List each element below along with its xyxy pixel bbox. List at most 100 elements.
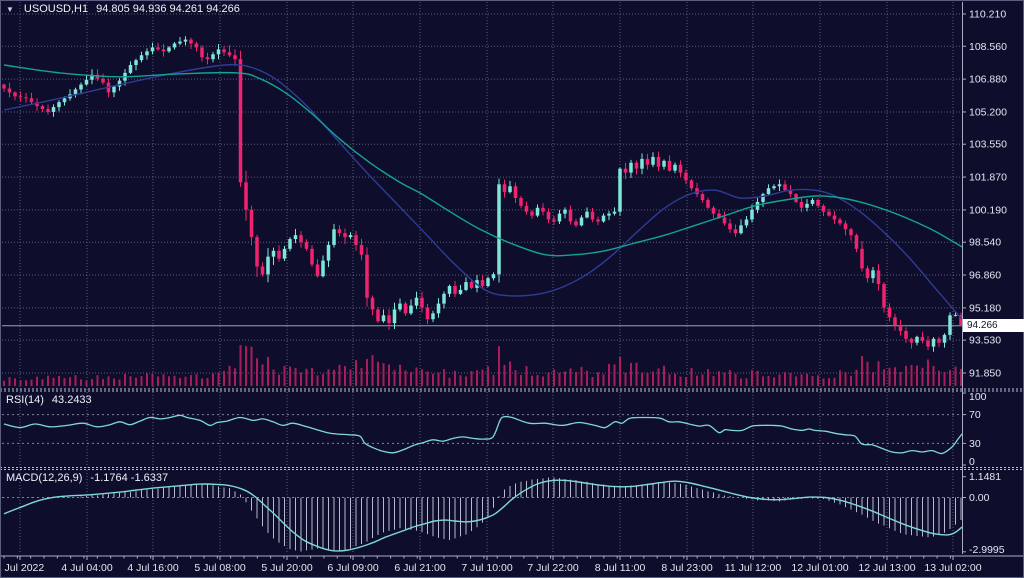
candle-body [667, 160, 672, 171]
candle-body [205, 57, 210, 60]
axis-label: 91.850 [969, 368, 1001, 380]
candle-body [821, 205, 826, 212]
axis-label: 7 Jul 10:00 [461, 562, 513, 574]
candle-body [51, 107, 56, 112]
axis-label: 0 [969, 456, 975, 468]
candle-body [183, 39, 188, 42]
candle-body [304, 241, 309, 249]
candle-body [816, 199, 820, 206]
candle-body [156, 47, 160, 50]
candle-body [783, 184, 787, 191]
candle-body [645, 158, 650, 165]
candle-body [640, 158, 644, 169]
candle-body [326, 244, 331, 261]
candle-body [937, 338, 941, 343]
candle-body [739, 225, 743, 234]
axis-label: 11 Jul 12:00 [725, 562, 782, 574]
candle-body [574, 221, 578, 226]
candle-body [601, 215, 606, 222]
candle-body [321, 260, 325, 277]
candle-body [112, 86, 116, 93]
axis-label: 110.210 [969, 9, 1006, 21]
candle-body [84, 79, 89, 85]
axis-label: 4 Jul 16:00 [127, 562, 179, 574]
candle-body [442, 293, 446, 304]
ma-fast-line [3, 64, 963, 257]
axis-label: 6 Jul 21:00 [394, 562, 446, 574]
candle-body [486, 278, 490, 286]
price-axis[interactable] [963, 2, 1024, 554]
candle-body [299, 235, 303, 242]
candle-body [117, 80, 122, 87]
candle-body [398, 303, 402, 310]
candle-body [260, 266, 265, 275]
axis-label: 70 [969, 409, 981, 421]
candle-body [293, 235, 298, 240]
candle-body [458, 289, 463, 294]
candle-body [161, 49, 166, 52]
panel-splitters[interactable] [0, 388, 1024, 470]
candle-body [893, 317, 897, 326]
candle-body [403, 303, 408, 314]
axis-label: 6 Jul 09:00 [327, 562, 379, 574]
candle-body [838, 219, 842, 224]
candle-body [150, 47, 155, 52]
candle-body [788, 190, 793, 195]
candle-body [700, 194, 705, 200]
candle-body [310, 248, 314, 265]
candle-body [651, 156, 655, 165]
candle-body [376, 309, 380, 322]
axis-label: 13 Jul 02:00 [924, 562, 981, 574]
candle-body [695, 188, 699, 195]
candle-body [926, 340, 930, 347]
candle-body [953, 315, 958, 317]
axis-label: 12 Jul 01:00 [791, 562, 848, 574]
candle-body [194, 43, 199, 48]
axis-label: -2.9995 [969, 544, 1005, 556]
candle-body [722, 217, 727, 224]
macd-plot-area[interactable] [2, 470, 962, 554]
candle-body [7, 88, 12, 93]
candle-body [552, 219, 556, 222]
macd-histogram [3, 477, 962, 552]
candle-body [178, 41, 182, 44]
main-plot-area[interactable] [2, 2, 962, 388]
candle-body [288, 239, 292, 249]
candle-body [469, 282, 474, 288]
candle-body [139, 55, 144, 61]
axis-label: 30 [969, 438, 981, 450]
candle-body [563, 209, 567, 214]
axis-label: 0.00 [969, 492, 990, 504]
candle-body [491, 274, 496, 279]
candle-body [370, 297, 375, 310]
candle-body [596, 219, 600, 222]
candle-body [656, 156, 661, 167]
candle-body [387, 315, 391, 324]
candle-body [579, 217, 584, 226]
axis-label: 100.190 [969, 204, 1007, 216]
rsi-plot-area[interactable] [2, 392, 962, 466]
candle-body [728, 223, 732, 230]
candle-body [535, 207, 540, 216]
candle-body [711, 207, 716, 214]
candle-body [211, 54, 215, 60]
candle-body [766, 188, 771, 195]
candle-body [497, 184, 501, 275]
candle-body [145, 51, 149, 56]
candle-body [502, 184, 507, 193]
candle-body [62, 98, 67, 103]
candle-body [244, 182, 248, 210]
candle-body [238, 59, 243, 183]
candle-body [277, 250, 281, 259]
candle-body [618, 168, 622, 212]
candle-body [40, 106, 45, 110]
candle-body [530, 211, 534, 216]
candle-body [359, 244, 364, 255]
time-axis[interactable] [0, 557, 1024, 578]
axis-label: 4 Jul 04:00 [61, 562, 113, 574]
axis-label: 93.530 [969, 335, 1001, 347]
candle-body [898, 325, 903, 331]
candle-body [172, 43, 177, 48]
candle-body [431, 313, 435, 320]
